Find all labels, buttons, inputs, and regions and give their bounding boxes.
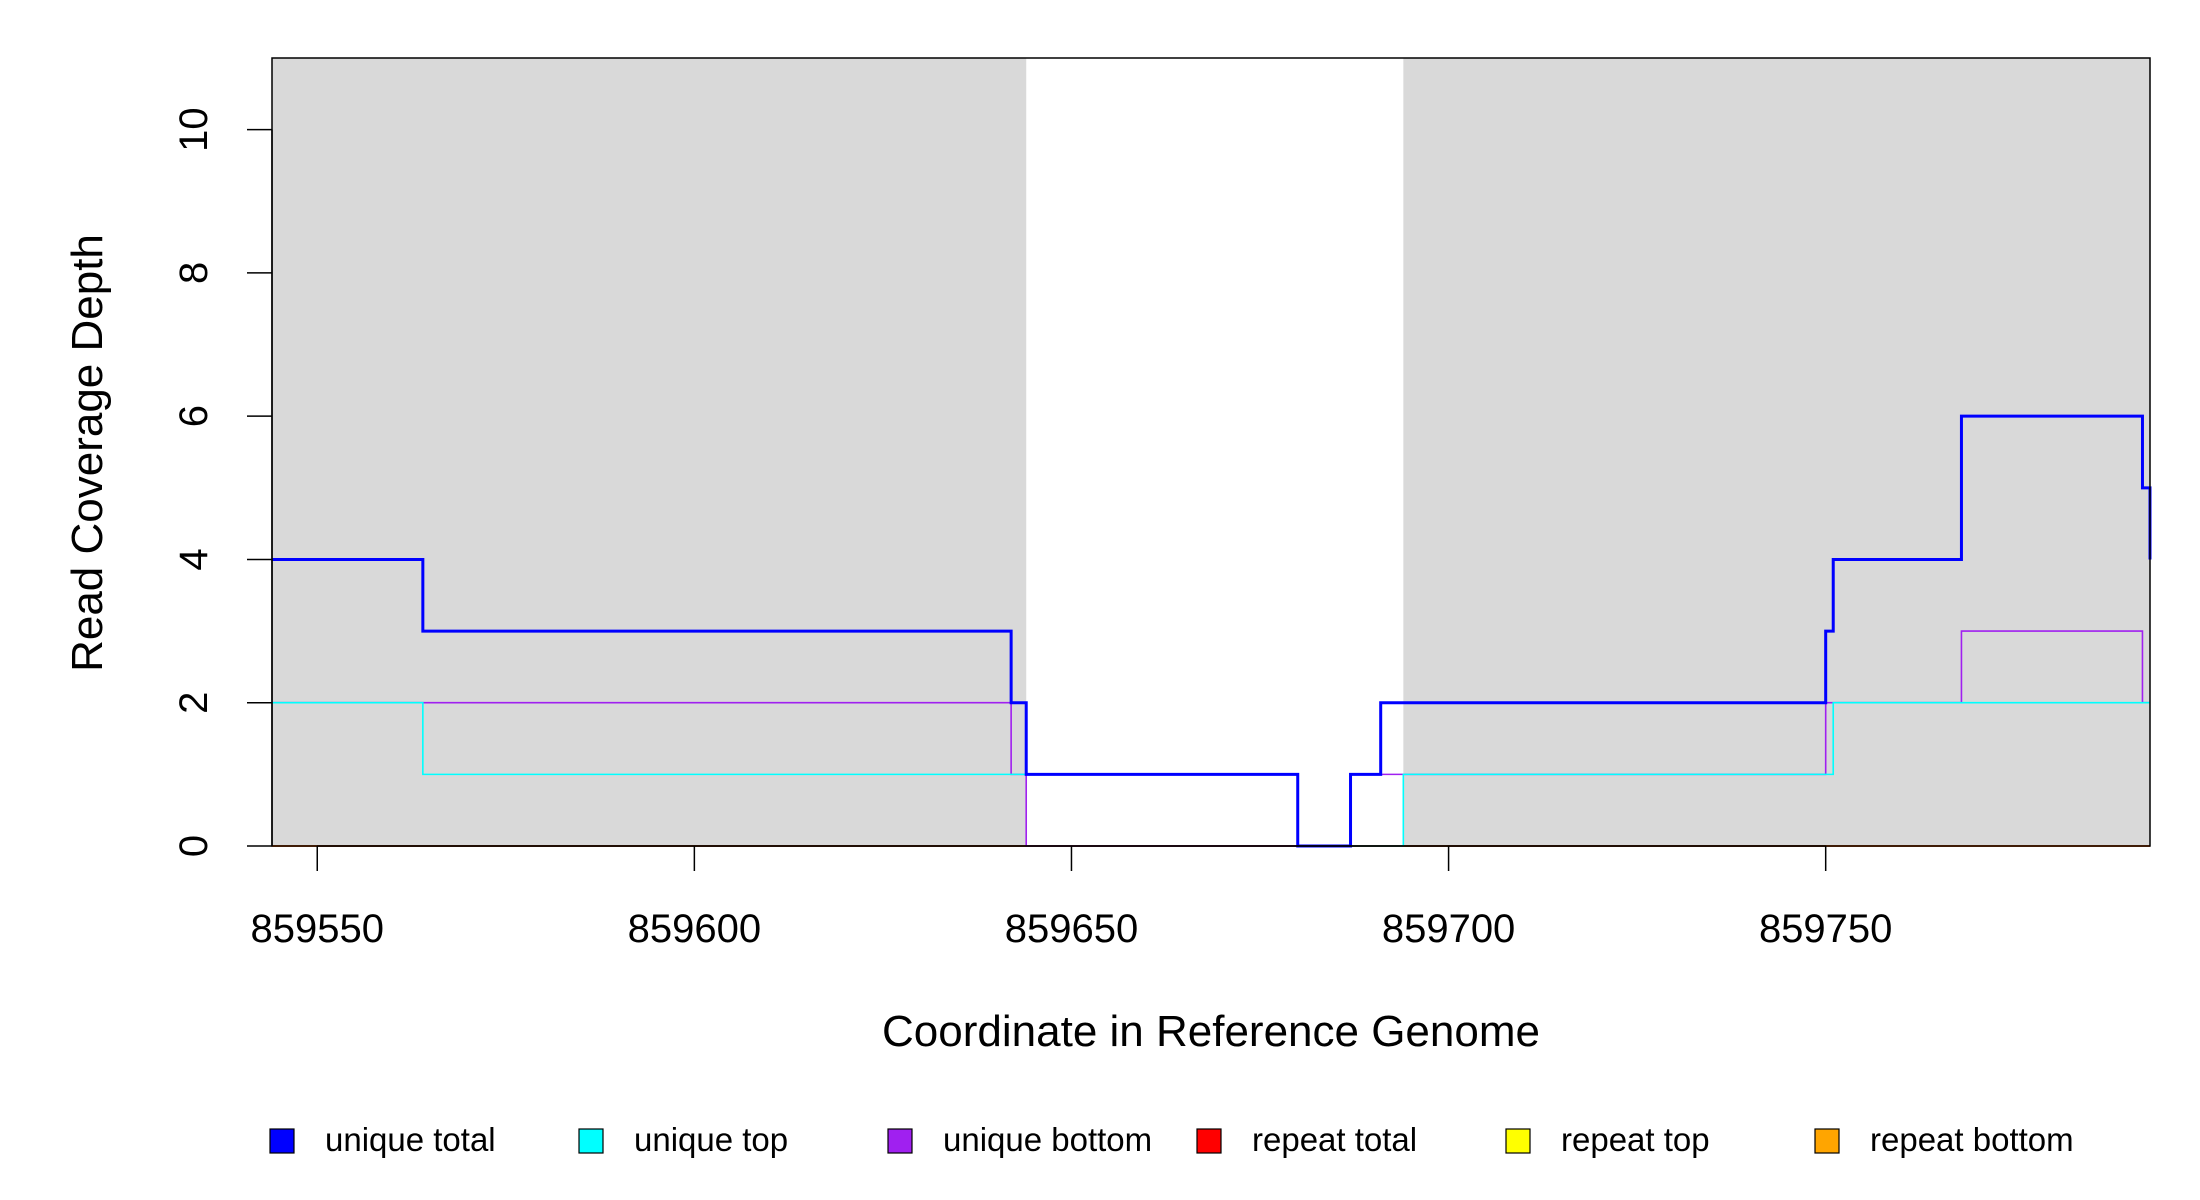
legend-label-repeat-bottom: repeat bottom [1870,1121,2074,1158]
legend-swatch-repeat-total [1196,1128,1222,1154]
legend-swatch-repeat-top [1505,1128,1531,1154]
y-tick-label: 4 [172,548,216,570]
axes: 859550 859600 859650 859700 859750 0 2 4 6 8 10 [172,107,1892,951]
legend-swatch-unique-bottom [887,1128,913,1154]
y-tick-label: 2 [172,692,216,714]
legend-label-unique-total: unique total [325,1121,496,1158]
x-tick-label: 859700 [1382,907,1515,951]
y-tick-label: 8 [172,262,216,284]
legend-label-repeat-top: repeat top [1561,1121,1710,1158]
x-tick-label: 859650 [1005,907,1138,951]
shaded-regions [272,58,2150,846]
y-axis-title: Read Coverage Depth [63,234,112,672]
y-tick-label: 0 [172,835,216,857]
y-tick-label: 6 [172,405,216,427]
x-tick-label: 859550 [251,907,384,951]
legend-swatch-unique-top [578,1128,604,1154]
legend-swatch-unique-total [269,1128,295,1154]
x-axis-title: Coordinate in Reference Genome [882,1007,1540,1056]
y-tick-label: 10 [172,107,216,152]
x-tick-label: 859750 [1759,907,1892,951]
shaded-region-2 [1403,58,2150,846]
x-tick-label: 859600 [628,907,761,951]
legend-label-unique-bottom: unique bottom [943,1121,1152,1158]
legend-label-unique-top: unique top [634,1121,788,1158]
legend-label-repeat-total: repeat total [1252,1121,1417,1158]
shaded-region-1 [272,58,1027,846]
series-line-unique-total [272,414,2152,848]
legend: unique total unique top unique bottom repea… [269,1121,2074,1158]
legend-swatch-repeat-bottom [1814,1128,1840,1154]
